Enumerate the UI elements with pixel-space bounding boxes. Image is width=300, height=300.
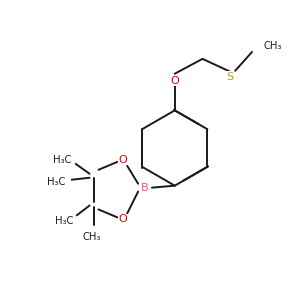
Text: H₃C: H₃C — [55, 216, 73, 226]
Text: B: B — [141, 183, 149, 193]
Text: O: O — [119, 214, 128, 224]
Text: CH₃: CH₃ — [264, 41, 282, 51]
Text: CH₃: CH₃ — [82, 232, 101, 242]
Text: H₃C: H₃C — [47, 177, 65, 187]
Text: O: O — [119, 155, 128, 165]
Text: O: O — [170, 76, 179, 85]
Text: S: S — [227, 72, 234, 82]
Text: H₃C: H₃C — [52, 155, 71, 165]
